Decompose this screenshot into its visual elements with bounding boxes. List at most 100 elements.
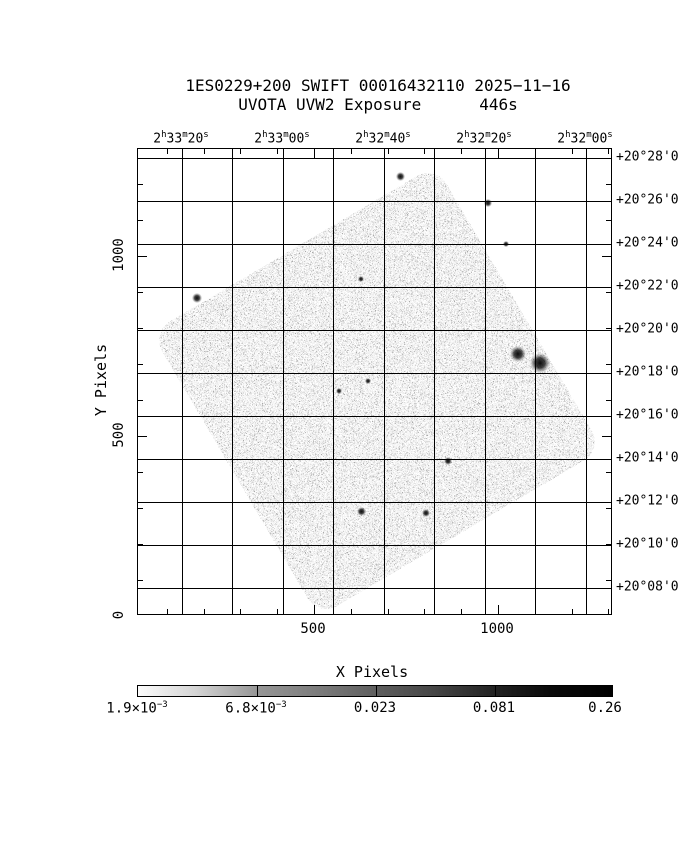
x-minor-tick [167,609,168,614]
grid-line-vertical [232,149,233,614]
point-source [358,276,364,282]
ra-unit-superscript: h [363,130,369,140]
dec-tick-label: +20°26'0 [616,192,679,208]
y-minor-tick [138,292,143,293]
x-minor-tick [424,149,425,154]
y-minor-tick [606,472,611,473]
point-source [484,199,492,207]
y-major-tick [602,436,611,437]
x-minor-tick [424,609,425,614]
x-minor-tick [535,609,536,614]
x-axis-label: X Pixels [335,663,409,681]
x-minor-tick [461,149,462,154]
x-minor-tick [351,609,352,614]
x-minor-tick [351,149,352,154]
ra-tick-label: 2h32m40s [355,130,410,146]
ra-unit-superscript: m [485,130,491,140]
point-source [509,345,527,363]
grid-line-horizontal [138,502,611,503]
ra-unit-superscript: h [565,130,571,140]
y-axis-tick-label: 1000 [111,238,127,272]
ra-value: 00 [591,131,608,147]
ra-unit-superscript: m [384,130,390,140]
ra-tick-label: 2h32m00s [557,130,612,146]
plot-title: 1ES0229+200 SWIFT 00016432110 2025−11−16 [185,76,571,95]
y-minor-tick [606,364,611,365]
grid-line-horizontal [138,330,611,331]
ra-value: 20 [187,131,204,147]
ra-value: 2 [153,131,162,147]
ra-value: 2 [456,131,465,147]
ra-unit-superscript: s [506,130,512,140]
y-minor-tick [606,184,611,185]
point-source [422,509,430,517]
colorbar-tick-label: 0.023 [354,700,396,716]
dec-tick-label: +20°10'0 [616,536,679,552]
grid-line-vertical [384,149,385,614]
grid-line-vertical [182,149,183,614]
x-major-tick [498,149,499,158]
y-minor-tick [606,292,611,293]
grid-line-horizontal [138,588,611,589]
ra-value: 40 [389,131,406,147]
exposure-field-image [151,165,603,614]
y-axis-label: Y Pixels [92,343,110,417]
x-major-tick [314,149,315,158]
grid-line-horizontal [138,158,611,159]
x-minor-tick [204,609,205,614]
ra-value: 33 [267,131,284,147]
grid-line-vertical [333,149,334,614]
y-minor-tick [138,220,143,221]
point-source [356,506,366,516]
dec-tick-label: +20°22'0 [616,278,679,294]
grid-line-horizontal [138,244,611,245]
x-major-tick [314,605,315,614]
grid-line-horizontal [138,287,611,288]
y-minor-tick [606,400,611,401]
x-minor-tick [461,609,462,614]
dec-tick-label: +20°16'0 [616,407,679,423]
ra-unit-superscript: s [405,130,411,140]
point-source [444,457,452,465]
grid-line-horizontal [138,416,611,417]
y-minor-tick [606,544,611,545]
colorbar-divider [376,686,377,696]
dec-tick-label: +20°12'0 [616,493,679,509]
y-major-tick [138,256,147,257]
noise-rect [151,165,603,614]
x-minor-tick [388,609,389,614]
y-minor-tick [138,328,143,329]
dec-tick-label: +20°14'0 [616,450,679,466]
y-minor-tick [606,220,611,221]
grid-line-horizontal [138,201,611,202]
colorbar-label-base: 0.023 [353,700,397,716]
grid-line-vertical [485,149,486,614]
colorbar-tick-label: 1.9×10−3 [106,700,167,717]
plot-area [137,148,612,615]
dec-tick-label: +20°08'0 [616,579,679,595]
x-axis-tick-label: 1000 [480,621,514,637]
point-source [395,171,405,181]
grid-line-vertical [535,149,536,614]
colorbar-tick-label: 6.8×10−3 [225,700,286,717]
y-axis-tick-label: 500 [111,422,127,448]
colorbar-label-base: 0.26 [588,700,622,716]
ra-value: 2 [557,131,566,147]
ra-value: 20 [490,131,507,147]
x-minor-tick [572,149,573,154]
colorbar-tick-label: 0.26 [588,700,622,716]
point-source [365,378,371,384]
y-minor-tick [606,328,611,329]
plot-subtitle: UVOTA UVW2 Exposure 446s [238,95,518,114]
x-minor-tick [608,609,609,614]
y-minor-tick [138,184,143,185]
subtitle-filter-label: UVOTA UVW2 Exposure [238,95,422,114]
colorbar-divider [257,686,258,696]
dec-tick-label: +20°28'0 [616,149,679,165]
ra-value: 32 [368,131,385,147]
x-minor-tick [240,609,241,614]
ra-tick-label: 2h33m20s [153,130,208,146]
ra-unit-superscript: m [182,130,188,140]
dec-tick-label: +20°18'0 [616,364,679,380]
x-axis-tick-label: 500 [300,621,326,637]
